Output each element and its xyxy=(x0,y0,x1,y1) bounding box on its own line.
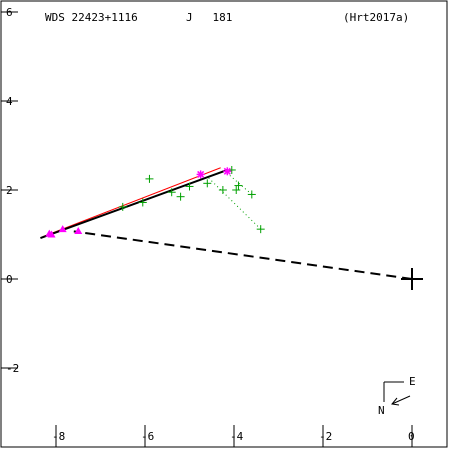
observation-triangle-point xyxy=(58,225,67,233)
compass-arrowhead xyxy=(391,397,400,406)
x-tick-label: -8 xyxy=(52,430,65,443)
orbit-lines xyxy=(40,167,413,280)
observation-plus-point xyxy=(256,225,265,234)
observation-plus-point xyxy=(176,192,185,201)
compass-north-label: N xyxy=(378,404,385,417)
observation-star-point xyxy=(223,167,232,176)
orbit-fit xyxy=(40,169,228,239)
axis-tick-labels: -8 -6 -4 -2 0 -2 0 2 4 6 xyxy=(6,6,415,443)
x-tick-label: -2 xyxy=(319,430,332,443)
orbit-alternate xyxy=(42,167,221,238)
observation-plus-point xyxy=(138,198,147,207)
wds-label: WDS 22423+1116 xyxy=(45,11,138,24)
observation-plus-point xyxy=(118,202,127,211)
observation-plus-point xyxy=(167,188,176,197)
x-tick-label: -4 xyxy=(230,430,244,443)
primary-star-marker xyxy=(401,268,423,290)
observation-plus-point xyxy=(145,174,154,183)
y-tick-label: 6 xyxy=(6,6,13,19)
observation-plus-point xyxy=(203,179,212,188)
axis-ticks xyxy=(1,11,413,447)
y-tick-label: 2 xyxy=(6,184,13,197)
compass-east-label: E xyxy=(409,375,416,388)
observation-plus-point xyxy=(232,186,241,194)
observation-plus-point xyxy=(218,186,227,194)
observation-points xyxy=(45,165,265,238)
observation-triangle-point xyxy=(74,226,83,234)
y-tick-label: 4 xyxy=(6,95,13,108)
observation-plus-point xyxy=(247,190,256,199)
observation-star-point xyxy=(196,170,205,179)
x-tick-label: 0 xyxy=(408,430,415,443)
residual-line xyxy=(206,176,262,230)
epoch-label: J 181 xyxy=(186,11,232,24)
observation-plus-point xyxy=(185,182,194,191)
observation-plus-point xyxy=(234,181,243,190)
observation-triangle-point xyxy=(47,230,56,238)
compass: E N xyxy=(378,375,416,417)
line-of-nodes xyxy=(73,230,413,280)
residual-lines xyxy=(206,170,262,230)
y-tick-label: -2 xyxy=(6,362,19,375)
x-tick-label: -6 xyxy=(141,430,154,443)
reference-label: (Hrt2017a) xyxy=(343,11,409,24)
compass-motion-arrow xyxy=(391,395,411,405)
y-tick-label: 0 xyxy=(6,273,13,286)
